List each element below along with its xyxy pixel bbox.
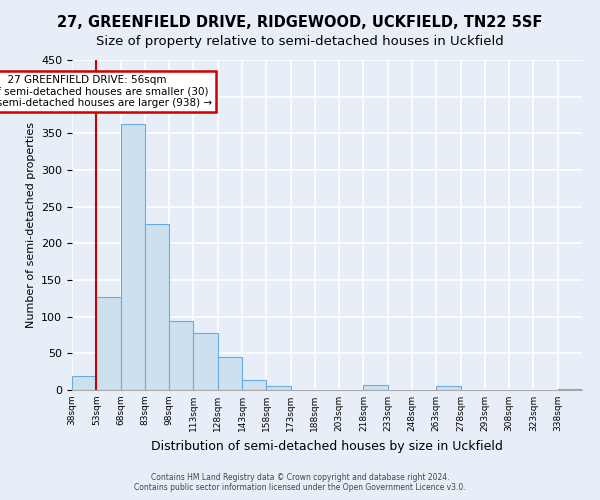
Y-axis label: Number of semi-detached properties: Number of semi-detached properties <box>26 122 35 328</box>
Bar <box>72 376 96 390</box>
Text: 27 GREENFIELD DRIVE: 56sqm
← 3% of semi-detached houses are smaller (30)
96% of : 27 GREENFIELD DRIVE: 56sqm ← 3% of semi-… <box>0 74 212 108</box>
Bar <box>169 321 193 390</box>
Text: Size of property relative to semi-detached houses in Uckfield: Size of property relative to semi-detach… <box>96 35 504 48</box>
Bar <box>121 124 145 390</box>
Bar <box>96 297 121 390</box>
Bar <box>193 333 218 390</box>
Bar <box>145 224 169 390</box>
Bar <box>242 380 266 390</box>
Bar <box>364 385 388 390</box>
Bar <box>558 388 582 390</box>
X-axis label: Distribution of semi-detached houses by size in Uckfield: Distribution of semi-detached houses by … <box>151 440 503 452</box>
Text: 27, GREENFIELD DRIVE, RIDGEWOOD, UCKFIELD, TN22 5SF: 27, GREENFIELD DRIVE, RIDGEWOOD, UCKFIEL… <box>58 15 542 30</box>
Bar <box>266 386 290 390</box>
Bar <box>436 386 461 390</box>
Text: Contains HM Land Registry data © Crown copyright and database right 2024.
Contai: Contains HM Land Registry data © Crown c… <box>134 473 466 492</box>
Bar <box>218 357 242 390</box>
